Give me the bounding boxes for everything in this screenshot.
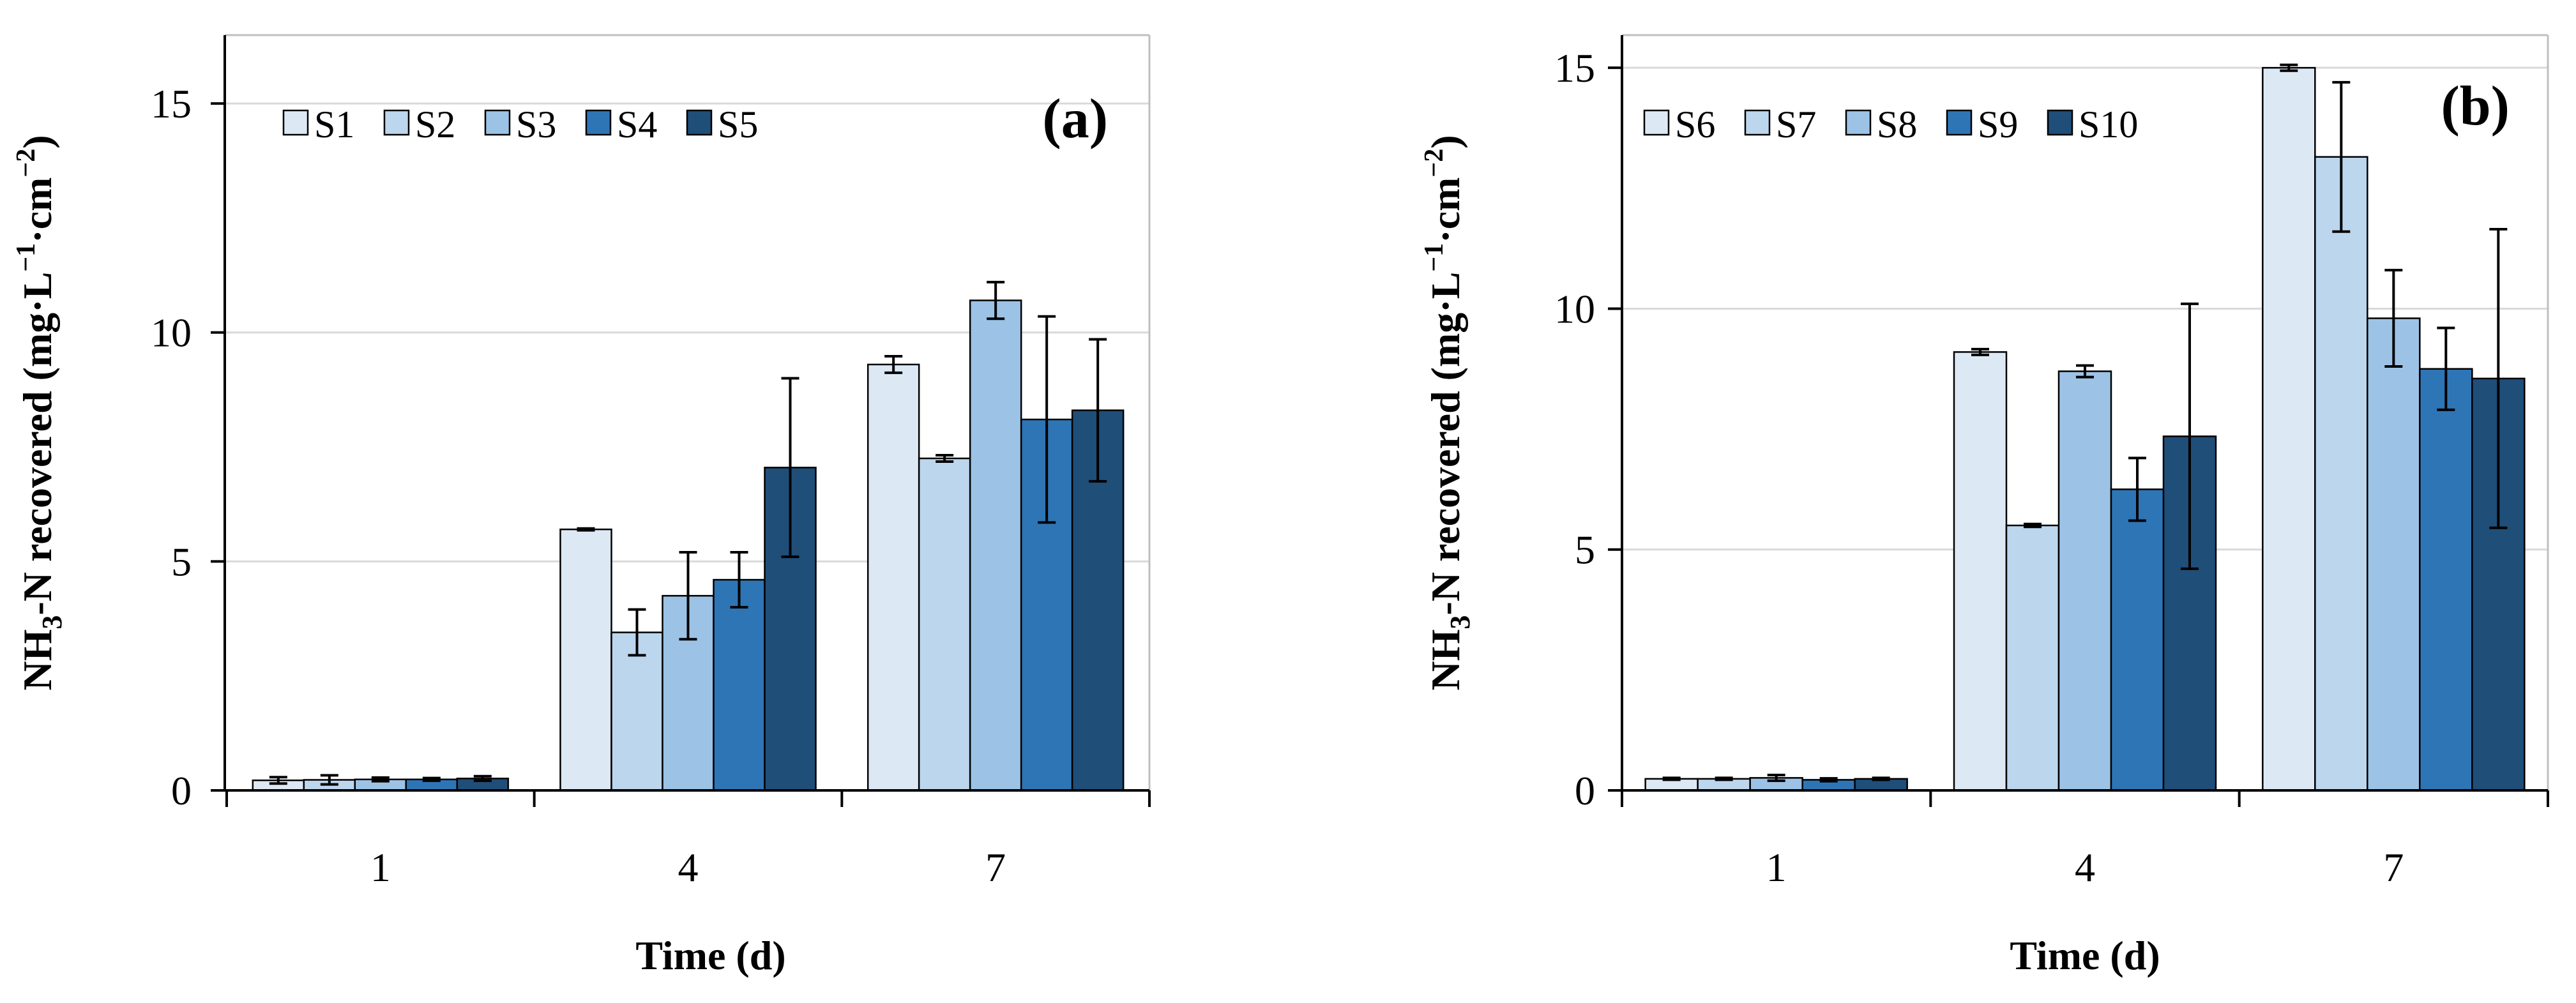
legend-label: S9	[1978, 103, 2018, 146]
y-axis-title-part: )	[1423, 135, 1468, 148]
y-tick-label: 10	[1554, 286, 1595, 331]
legend-swatch	[383, 109, 410, 136]
y-axis-title: NH3-N recovered (mg·L−1·cm−2)	[11, 135, 68, 690]
panel-label: (a)	[1042, 88, 1108, 150]
bar	[867, 363, 920, 792]
legend-swatch	[1643, 109, 1670, 136]
y-axis-title-part: NH	[15, 630, 60, 691]
legend-swatch	[282, 109, 309, 136]
y-axis-title-part: -N recovered (mg·L	[15, 272, 60, 615]
legend-swatch	[1744, 109, 1771, 136]
bar	[559, 528, 612, 792]
legend-swatch	[484, 109, 511, 136]
y-tick-label: 10	[151, 310, 192, 356]
x-tick-label: 1	[1766, 845, 1787, 890]
bar	[1953, 351, 2008, 792]
y-tick-label: 5	[1575, 527, 1595, 573]
legend-label: S5	[718, 103, 758, 146]
panel-b: 0 5 10 15 1 4 7 S6 S7 S8 S9 S10 (b) Time (d) NH3-N rec…	[1420, 34, 2549, 978]
x-tick-label: 4	[2075, 845, 2095, 890]
y-axis-title-part: -N recovered (mg·L	[1423, 272, 1468, 615]
bar	[1071, 409, 1125, 792]
y-axis-title-part: ·cm	[15, 177, 60, 243]
x-tick-label: 1	[370, 845, 391, 890]
bar	[2005, 524, 2060, 792]
x-tick-label: 7	[2383, 845, 2404, 890]
legend-label: S7	[1776, 103, 1816, 146]
bar	[2367, 317, 2421, 792]
y-tick-label: 0	[1575, 768, 1595, 813]
legend-swatch	[585, 109, 612, 136]
bar	[969, 299, 1022, 792]
y-tick-label: 5	[171, 539, 192, 584]
y-axis-title-sub: 3	[36, 615, 68, 630]
bar	[2419, 368, 2473, 792]
bar	[2057, 370, 2112, 792]
y-axis-title-sup: −2	[11, 149, 41, 177]
bar	[2262, 66, 2316, 792]
legend-label: S6	[1675, 103, 1715, 146]
x-tick-label: 4	[678, 845, 699, 890]
bar	[918, 457, 971, 792]
x-tick-label: 7	[985, 845, 1006, 890]
legend-swatch	[1946, 109, 1973, 136]
legend-label: S8	[1877, 103, 1917, 146]
y-axis-title-part: )	[15, 135, 60, 148]
y-tick-label: 0	[171, 768, 192, 813]
legend-swatch	[686, 109, 713, 136]
bar	[2110, 488, 2165, 792]
panel-label: (b)	[2441, 75, 2510, 137]
y-tick-label: 15	[151, 81, 192, 126]
y-axis-title-part: ·cm	[1423, 177, 1468, 243]
y-axis-title-sup: −2	[1420, 149, 1449, 177]
bar	[2314, 156, 2368, 792]
x-axis-title: Time (d)	[2010, 933, 2160, 978]
y-axis-title-sup: −1	[1420, 243, 1449, 272]
legend-label: S1	[314, 103, 354, 146]
legend-label: S2	[415, 103, 455, 146]
legend-label: S4	[617, 103, 657, 146]
legend-label: S10	[2079, 103, 2138, 146]
x-axis-title: Time (d)	[635, 933, 785, 978]
y-axis-title-part: NH	[1423, 630, 1468, 691]
y-tick-label: 15	[1554, 45, 1595, 91]
legend-swatch	[1845, 109, 1872, 136]
panel-a: 0 5 10 15 1 4 7 S1 S2 S3 S4 S5 (a) Time (d) NH3-N reco…	[11, 34, 1151, 978]
bar	[713, 578, 766, 792]
legend-swatch	[2047, 109, 2073, 136]
legend-label: S3	[516, 103, 556, 146]
y-axis-title-sub: 3	[1444, 615, 1476, 630]
y-axis-title: NH3-N recovered (mg·L−1·cm−2)	[1420, 135, 1476, 690]
y-axis-title-sup: −1	[11, 243, 41, 272]
